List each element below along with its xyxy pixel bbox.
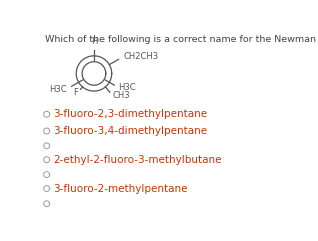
Polygon shape [82, 62, 106, 85]
Text: CH2CH3: CH2CH3 [124, 52, 159, 61]
Text: H3C: H3C [49, 85, 67, 94]
Text: 3-fluoro-2-methylpentane: 3-fluoro-2-methylpentane [53, 183, 188, 194]
Text: CH3: CH3 [113, 92, 131, 100]
Text: F: F [73, 88, 78, 97]
Text: 3-fluoro-3,4-dimethylpentane: 3-fluoro-3,4-dimethylpentane [53, 126, 207, 136]
Text: H: H [91, 37, 97, 46]
Text: 3-fluoro-2,3-dimethylpentane: 3-fluoro-2,3-dimethylpentane [53, 109, 207, 119]
Text: Which of the following is a correct name for the Newman Projection indicated?: Which of the following is a correct name… [45, 35, 318, 44]
Text: 2-ethyl-2-fluoro-3-methylbutane: 2-ethyl-2-fluoro-3-methylbutane [53, 155, 222, 165]
Text: H3C: H3C [119, 83, 136, 92]
